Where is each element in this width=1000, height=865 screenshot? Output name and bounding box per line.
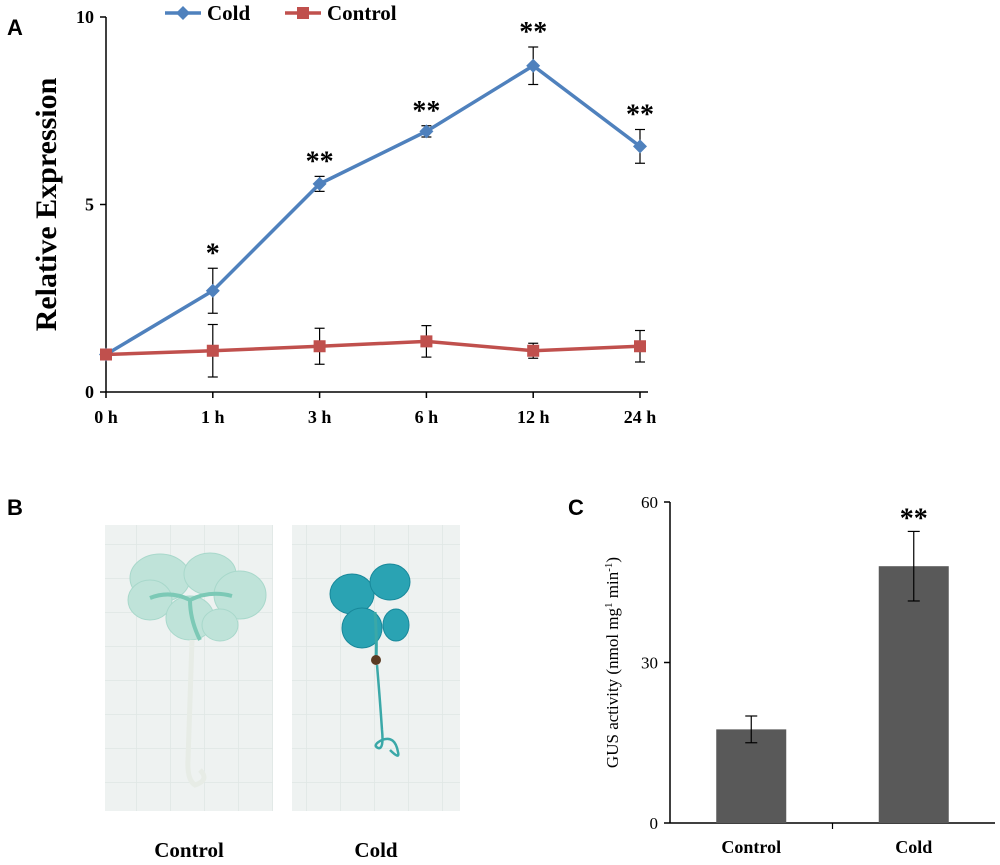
bar-control xyxy=(716,729,787,823)
bar-y-axis-label-sup-2: -1 xyxy=(603,563,615,572)
significance-4: ** xyxy=(519,17,547,48)
cold-seedling-photo xyxy=(292,525,460,811)
series-line-control xyxy=(105,339,641,357)
legend-label-control: Control xyxy=(327,1,397,25)
legend-marker-control xyxy=(297,7,309,19)
bar-significance-cold: ** xyxy=(900,503,928,534)
y-axis-label: Relative Expression xyxy=(30,77,63,331)
cold-seedling-hypocotyl xyxy=(371,655,381,665)
bar-cold xyxy=(878,566,949,823)
bar-y-tick-label-0: 0 xyxy=(650,814,659,833)
point-control-0 xyxy=(100,348,112,361)
bar-y-tick-label-30: 30 xyxy=(641,654,658,673)
bar-y-axis-label-part-3: ) xyxy=(603,557,622,563)
photo-caption-control: Control xyxy=(154,838,224,862)
cold-seedling-leaves xyxy=(329,563,411,649)
panel-label-a: A xyxy=(7,15,23,40)
point-cold-1 xyxy=(205,283,220,298)
control-seedling-veins xyxy=(149,591,233,641)
point-control-3 xyxy=(420,335,433,348)
legend-label-cold: Cold xyxy=(207,1,251,25)
bar-x-tick-label-control: Control xyxy=(721,837,781,857)
bar-y-tick-label-60: 60 xyxy=(641,493,658,512)
x-tick-label-3: 6 h xyxy=(415,407,439,427)
point-cold-5 xyxy=(633,139,647,154)
x-tick-label-2: 3 h xyxy=(308,407,332,427)
y-tick-label-10: 10 xyxy=(76,7,94,27)
control-seedling-leaves xyxy=(127,552,267,642)
photo-caption-cold: Cold xyxy=(354,838,398,862)
series-line-cold xyxy=(105,63,642,357)
x-tick-label-4: 12 h xyxy=(517,407,550,427)
point-control-4 xyxy=(527,344,540,357)
point-cold-4 xyxy=(526,58,541,73)
cold-seedling-root xyxy=(374,664,400,757)
x-tick-label-5: 24 h xyxy=(624,407,657,427)
cold-seedling-stem xyxy=(373,611,378,661)
line-chart-relative-expression: 0 5 10 0 h 1 h 3 h 6 h 12 h 24 h Relative Express… xyxy=(30,1,657,427)
bar-y-axis-label: GUS activity (nmol mg1 min-1) xyxy=(603,557,622,768)
control-seedling-photo xyxy=(105,525,273,811)
y-tick-label-0: 0 xyxy=(85,382,94,402)
point-control-1 xyxy=(206,344,219,357)
y-tick-label-5: 5 xyxy=(85,195,94,215)
bar-y-axis-label-part-1: GUS activity (nmol mg xyxy=(603,607,622,768)
bar-y-axis-label-part-2: min xyxy=(603,571,622,602)
panel-label-c: C xyxy=(568,495,584,520)
significance-1: * xyxy=(206,238,220,269)
x-tick-label-0: 0 h xyxy=(94,407,118,427)
bar-y-axis-label-sup-1: 1 xyxy=(603,602,615,608)
x-tick-label-1: 1 h xyxy=(201,407,225,427)
point-cold-3 xyxy=(419,124,434,139)
significance-2: ** xyxy=(306,146,334,177)
significance-3: ** xyxy=(412,96,440,127)
control-seedling-root xyxy=(185,639,207,788)
point-control-2 xyxy=(313,340,326,353)
point-cold-2 xyxy=(312,176,327,191)
point-control-5 xyxy=(634,340,646,353)
panel-label-b: B xyxy=(7,495,23,520)
significance-5: ** xyxy=(626,100,654,131)
legend-marker-cold xyxy=(176,6,190,20)
bar-x-tick-label-cold: Cold xyxy=(895,837,932,857)
